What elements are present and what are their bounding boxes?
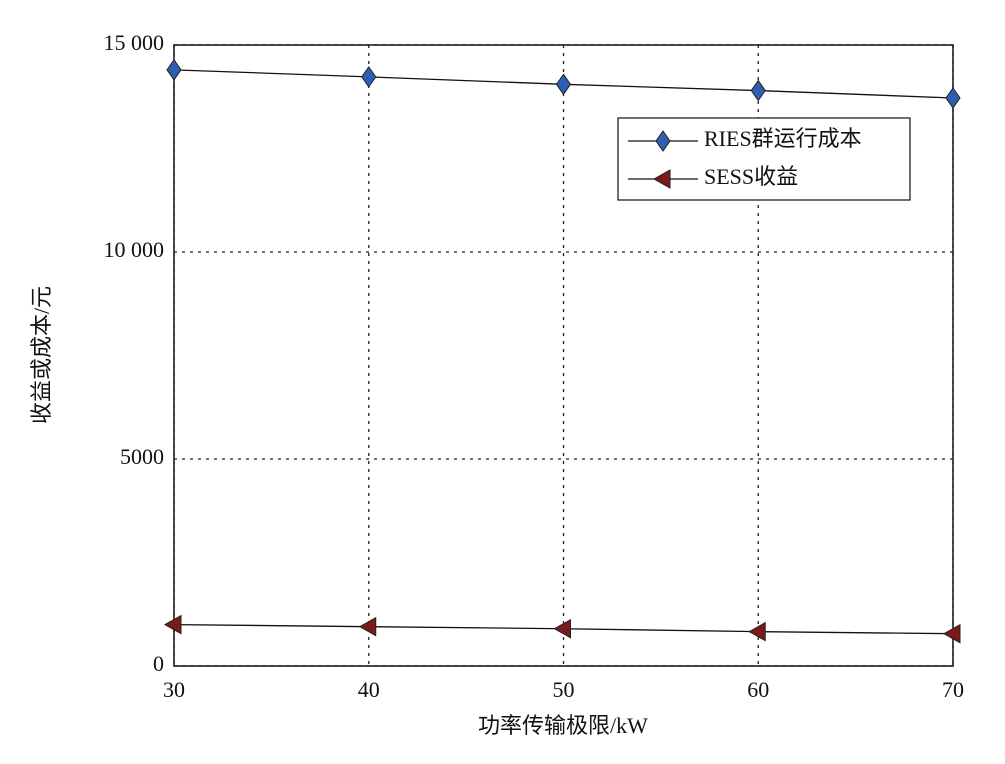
legend-label: SESS收益 <box>704 164 798 189</box>
marker <box>945 87 961 109</box>
legend-label: RIES群运行成本 <box>704 126 862 151</box>
legend-marker <box>652 169 671 189</box>
marker <box>750 79 766 102</box>
marker <box>358 616 377 637</box>
x-axis-label: 功率传输极限/kW <box>478 713 648 738</box>
y-tick-label: 10 000 <box>104 237 165 262</box>
x-tick-label: 40 <box>358 677 380 702</box>
marker <box>553 618 571 639</box>
x-tick-label: 30 <box>163 677 185 702</box>
marker <box>166 58 182 81</box>
y-tick-label: 0 <box>153 651 164 676</box>
x-tick-label: 50 <box>553 677 575 702</box>
plot-frame <box>173 44 954 667</box>
x-tick-label: 60 <box>747 677 769 702</box>
marker <box>748 621 766 642</box>
y-tick-label: 5000 <box>120 444 164 469</box>
marker <box>361 66 377 88</box>
legend-marker <box>655 130 671 152</box>
y-axis-label: 收益或成本/元 <box>29 286 54 424</box>
x-tick-label: 70 <box>942 677 964 702</box>
y-tick-label: 15 000 <box>104 30 165 55</box>
marker <box>942 623 961 644</box>
marker <box>163 614 182 635</box>
marker <box>555 73 572 96</box>
